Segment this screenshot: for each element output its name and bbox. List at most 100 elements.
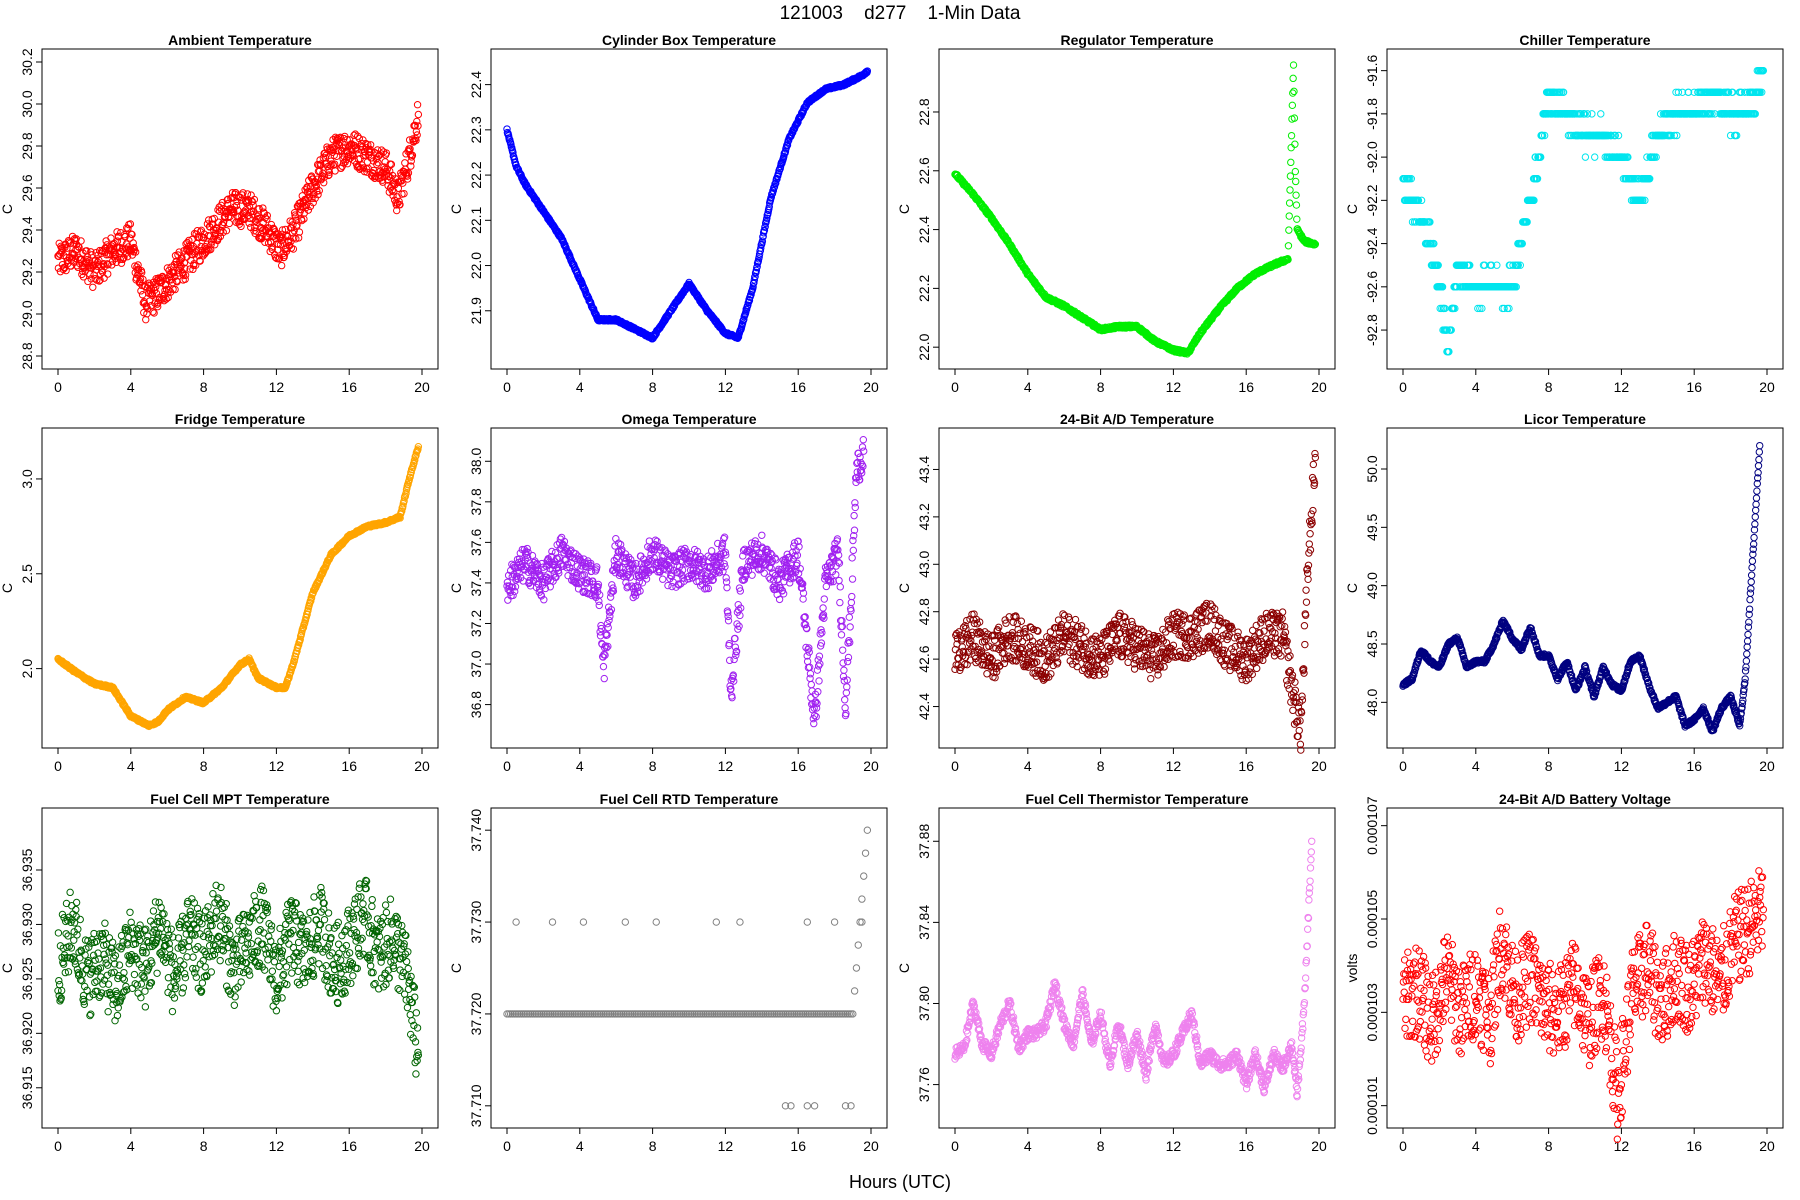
data-point (230, 207, 238, 216)
x-tick-label: 20 (414, 758, 430, 774)
data-point (325, 168, 334, 176)
data-point (322, 159, 331, 167)
data-point (72, 235, 80, 243)
y-tick-label: 22.2 (468, 161, 484, 188)
data-point (232, 201, 241, 210)
data-point (1290, 87, 1298, 96)
data-point (1292, 177, 1300, 186)
plot-frame (490, 427, 888, 749)
plot-title: Omega Temperature (621, 411, 756, 427)
data-point (1287, 158, 1295, 167)
data-point (317, 160, 325, 168)
y-tick-label: 37.8 (468, 488, 484, 515)
data-point (304, 206, 313, 214)
data-point (288, 229, 297, 237)
data-point (392, 206, 401, 215)
data-point (303, 183, 311, 191)
data-point (326, 161, 334, 169)
data-point (74, 242, 82, 251)
data-point (137, 287, 145, 295)
data-point (510, 155, 519, 164)
data-point (325, 171, 333, 179)
y-tick-label: 29.0 (19, 300, 35, 327)
data-point (219, 221, 227, 230)
data-point (200, 234, 208, 242)
figure-title: 121003 d277 1-Min Data (779, 3, 1021, 24)
data-point (349, 151, 357, 160)
plot-frame (938, 48, 1336, 370)
data-point (237, 222, 245, 231)
data-point (387, 160, 396, 169)
data-point (107, 234, 115, 242)
data-point (97, 249, 105, 258)
y-tick-label: -91.8 (1364, 98, 1380, 130)
data-point (1291, 167, 1300, 176)
data-point (295, 228, 304, 236)
data-point (181, 275, 189, 283)
data-point (302, 201, 311, 210)
data-point (350, 131, 358, 139)
y-tick-label: 22.8 (916, 98, 932, 125)
x-tick-label: 20 (863, 379, 879, 395)
y-tick-label: 30.2 (19, 48, 35, 75)
plot-frame (490, 48, 888, 370)
y-tick-label: 29.8 (19, 132, 35, 159)
y-tick-label: 37.2 (468, 610, 484, 637)
data-point (1289, 74, 1297, 83)
plot-title: Ambient Temperature (168, 32, 312, 48)
data-point (298, 216, 306, 225)
data-point (120, 254, 128, 262)
data-point (507, 140, 515, 149)
data-point (257, 225, 265, 233)
data-point (1289, 61, 1298, 69)
y-tick-label: 22.4 (468, 71, 484, 98)
data-point (595, 601, 603, 610)
x-tick-label: 4 (127, 758, 135, 774)
data-point (223, 196, 231, 204)
x-tick-label: 0 (503, 758, 511, 774)
data-point (259, 204, 267, 212)
x-tick-label: 8 (649, 379, 657, 395)
plot-frame (41, 48, 439, 370)
y-axis-label: C (1344, 204, 1360, 214)
data-point (159, 274, 167, 282)
data-point (79, 249, 87, 257)
data-point (100, 260, 108, 268)
data-point (379, 178, 387, 186)
data-point (278, 226, 287, 234)
y-tick-label: 22.0 (468, 252, 484, 279)
x-tick-label: 4 (1024, 379, 1032, 395)
data-point (396, 200, 404, 209)
data-point (245, 219, 253, 227)
data-point (180, 259, 189, 267)
series-0 (1399, 66, 1768, 356)
x-tick-label: 12 (269, 758, 285, 774)
data-point (210, 214, 219, 223)
data-point (138, 268, 146, 277)
data-point (304, 194, 312, 203)
global-x-axis-label: Hours (UTC) (849, 1172, 951, 1192)
data-point (263, 211, 271, 220)
y-tick-label: 30.0 (19, 90, 35, 117)
series-0 (54, 101, 423, 324)
data-point (225, 219, 233, 228)
data-point (320, 178, 328, 187)
data-point (192, 261, 200, 270)
y-tick-label: -92.8 (1364, 314, 1380, 346)
data-point (100, 274, 108, 282)
series-0 (54, 442, 423, 731)
data-point (247, 191, 255, 199)
data-point (504, 596, 512, 604)
data-point (293, 221, 301, 229)
data-point (154, 302, 162, 311)
data-point (1292, 201, 1301, 209)
data-point (190, 259, 198, 268)
series-0 (951, 61, 1320, 358)
x-tick-label: 16 (341, 379, 357, 395)
y-axis-label: C (448, 204, 464, 214)
x-tick-label: 12 (1614, 379, 1630, 395)
data-point (246, 208, 255, 217)
data-point (345, 136, 354, 144)
